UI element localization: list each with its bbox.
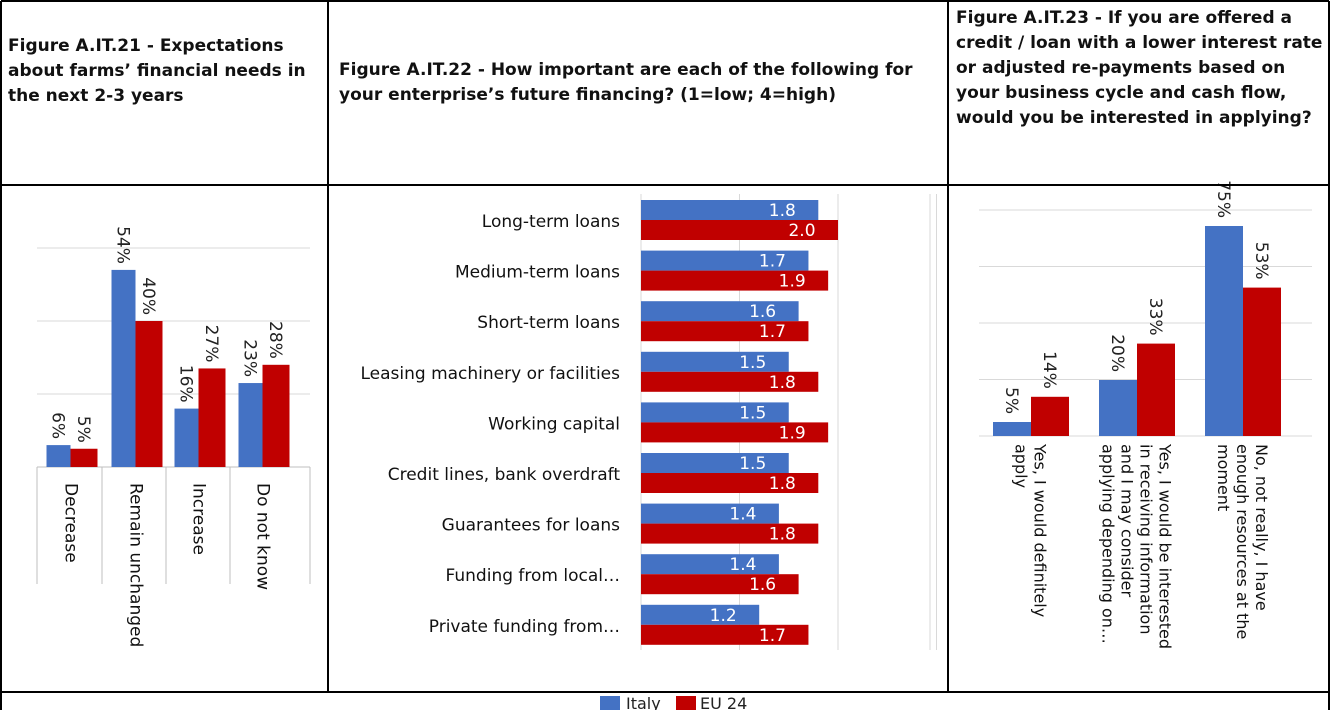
c1-bar-eu: [262, 364, 290, 467]
c2-data-label: 1.2: [710, 606, 737, 626]
c2-bar-eu: [641, 473, 819, 493]
c2-data-label: 1.7: [759, 252, 786, 272]
c1-data-label: 54%: [113, 226, 133, 264]
legend-eu-label: EU 24: [700, 694, 747, 710]
c3-bar-eu: [1243, 287, 1281, 436]
c2-bar-italy: [641, 200, 819, 220]
c2-category-label: Private funding from…: [429, 617, 620, 637]
c2-bar-italy: [641, 554, 779, 575]
c2-data-label: 1.9: [779, 272, 806, 292]
c1-data-label: 23%: [240, 339, 260, 377]
c1-category-label: Do not know: [253, 483, 273, 590]
fig22-header: Figure A.IT.22 - How important are each …: [339, 60, 913, 105]
c1-data-label: 28%: [265, 321, 285, 359]
c3-data-label: 20%: [1107, 334, 1127, 372]
c1-bar-italy: [46, 445, 71, 467]
c2-bar-italy: [641, 301, 799, 322]
c3-category-label: enough resources at the: [1233, 444, 1252, 639]
c2-category-label: Medium-term loans: [455, 263, 620, 283]
c2-data-label: 1.6: [749, 302, 776, 322]
c2-bar-eu: [641, 624, 809, 645]
c2-data-label: 1.5: [739, 454, 766, 474]
c1-bar-italy: [238, 383, 263, 467]
c2-bar-eu: [641, 220, 838, 240]
c2-category-label: Working capital: [488, 414, 620, 434]
c3-data-label: 5%: [1001, 387, 1021, 414]
legend-italy-label: Italy: [626, 694, 661, 710]
c2-data-label: 1.5: [739, 403, 766, 423]
c3-bar-eu: [1031, 396, 1069, 436]
c2-data-label: 1.8: [769, 201, 796, 221]
c2-bar-italy: [641, 250, 809, 271]
c1-data-label: 27%: [201, 325, 221, 363]
c2-bar-eu: [641, 270, 829, 291]
c3-data-label: 53%: [1251, 242, 1271, 280]
c3-category-label: Yes, I would be interested: [1156, 443, 1175, 649]
c2-data-label: 1.6: [749, 575, 776, 595]
c3-data-label: 14%: [1039, 351, 1059, 389]
c2-data-label: 2.0: [788, 221, 815, 241]
c2-bar-italy: [641, 604, 760, 625]
c2-data-label: 1.8: [769, 525, 796, 545]
c1-bar-italy: [111, 269, 136, 467]
c3-category-label: No, not really, I have: [1252, 444, 1271, 611]
c3-bar-eu: [1137, 343, 1175, 436]
c1-category-label: Decrease: [61, 483, 81, 563]
c2-category-label: Credit lines, bank overdraft: [388, 465, 621, 485]
c3-category-label: moment: [1214, 444, 1233, 511]
legend-eu-swatch: [676, 696, 696, 710]
c2-data-label: 1.4: [729, 505, 756, 525]
c1-data-label: 6%: [48, 412, 68, 439]
c2-bar-italy: [641, 402, 789, 423]
c3-data-label: 33%: [1145, 298, 1165, 336]
c3-bar-italy: [1205, 226, 1243, 436]
c2-category-label: Long-term loans: [482, 212, 620, 232]
c3-category-label: and I may consider: [1118, 444, 1137, 597]
fig21-header: Figure A.IT.21 - Expectations about farm…: [8, 36, 306, 106]
c1-data-label: 40%: [138, 277, 158, 315]
c3-bar-italy: [993, 422, 1031, 436]
c2-category-label: Short-term loans: [477, 313, 620, 333]
c2-bar-italy: [641, 351, 789, 372]
c2-data-label: 1.8: [769, 373, 796, 393]
c2-bar-eu: [641, 523, 819, 544]
c3-bar-italy: [1099, 380, 1137, 436]
c2-category-label: Guarantees for loans: [442, 516, 620, 536]
c2-data-label: 1.7: [759, 626, 786, 646]
c2-data-label: 1.5: [739, 353, 766, 373]
c2-bar-eu: [641, 574, 799, 595]
c1-bar-eu: [135, 321, 163, 467]
c1-bar-italy: [174, 408, 199, 467]
c1-category-label: Remain unchanged: [126, 483, 146, 647]
c1-bar-eu: [70, 448, 98, 467]
c3-category-label: applying depending on…: [1099, 444, 1118, 644]
c3-category-label: apply: [1012, 444, 1031, 488]
c1-bar-eu: [198, 368, 226, 467]
c1-data-label: 5%: [73, 416, 93, 443]
c1-category-label: Increase: [189, 483, 209, 555]
c3-category-label: Yes, I would definitely: [1031, 443, 1050, 617]
c1-data-label: 16%: [176, 365, 196, 403]
c2-category-label: Leasing machinery or facilities: [360, 364, 620, 384]
c2-data-label: 1.8: [769, 474, 796, 494]
c2-bar-eu: [641, 371, 819, 392]
c3-category-label: in receiving information: [1137, 444, 1156, 634]
c2-bar-eu: [641, 422, 829, 443]
c2-data-label: 1.7: [759, 322, 786, 342]
c2-category-label: Funding from local…: [446, 566, 620, 586]
legend-italy-swatch: [600, 696, 620, 710]
c2-bar-italy: [641, 453, 789, 473]
c2-bar-italy: [641, 503, 779, 524]
c2-data-label: 1.4: [729, 555, 756, 575]
fig23-header: Figure A.IT.23 - If you are offered a cr…: [956, 8, 1323, 128]
c2-bar-eu: [641, 321, 809, 342]
c3-data-label: 75%: [1213, 180, 1233, 218]
c2-data-label: 1.9: [779, 423, 806, 443]
